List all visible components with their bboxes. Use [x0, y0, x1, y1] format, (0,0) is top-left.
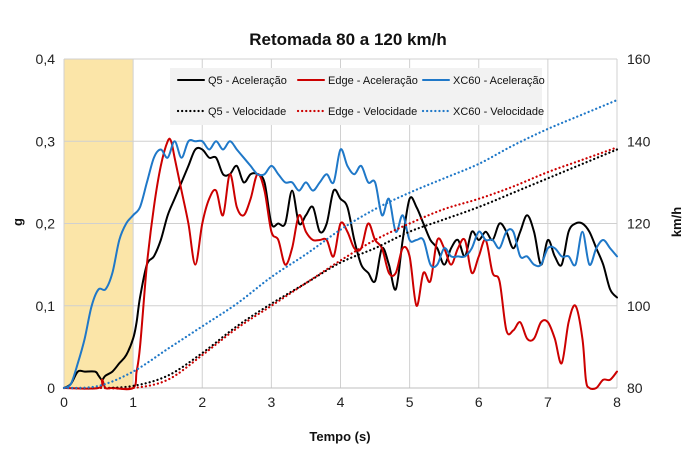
x-tick-label: 1	[129, 394, 137, 410]
chart-title: Retomada 80 a 120 km/h	[249, 30, 446, 49]
x-tick-label: 8	[613, 394, 621, 410]
y-tick-label: 0,3	[36, 133, 56, 149]
series-line-xc60-velocidade	[62, 99, 619, 390]
legend-label-q5-velocidade: Q5 - Velocidade	[208, 106, 286, 118]
x-tick-label: 4	[337, 394, 345, 410]
y2-tick-label: 160	[627, 51, 651, 67]
y2-tick-label: 80	[627, 380, 643, 396]
series-line-edge-velocidade	[62, 146, 619, 390]
y-tick-label: 0	[47, 380, 55, 396]
legend-label-xc60-aceleracao: XC60 - Aceleração	[453, 75, 545, 87]
y2-tick-label: 120	[627, 216, 651, 232]
legend-box	[170, 68, 542, 125]
series-layer	[62, 99, 619, 391]
x-tick-label: 7	[544, 394, 552, 410]
y-tick-label: 0,1	[36, 298, 56, 314]
x-tick-label: 6	[475, 394, 483, 410]
y2-tick-label: 100	[627, 298, 651, 314]
series-line-xc60-aceleracao	[63, 139, 618, 389]
legend-label-q5-aceleracao: Q5 - Aceleração	[208, 75, 287, 87]
x-tick-label: 5	[406, 394, 414, 410]
legend-label-xc60-velocidade: XC60 - Velocidade	[453, 106, 544, 118]
legend: Q5 - Aceleração Edge - Aceleração XC60 - A…	[170, 68, 545, 125]
series-line-q5-velocidade	[62, 148, 619, 390]
x-tick-label: 2	[198, 394, 206, 410]
series-line-q5-aceleracao	[63, 146, 618, 389]
y2-tick-label: 140	[627, 133, 651, 149]
y2-axis-title: km/h	[669, 207, 684, 237]
x-tick-label: 3	[267, 394, 275, 410]
legend-label-edge-velocidade: Edge - Velocidade	[328, 106, 417, 118]
series-line-edge-aceleracao	[63, 137, 618, 391]
x-tick-label: 0	[60, 394, 68, 410]
legend-label-edge-aceleracao: Edge - Aceleração	[328, 75, 418, 87]
y-tick-label: 0,4	[36, 51, 56, 67]
x-axis-title: Tempo (s)	[309, 429, 370, 444]
y-tick-label: 0,2	[36, 216, 56, 232]
y-axis-title: g	[10, 218, 25, 226]
